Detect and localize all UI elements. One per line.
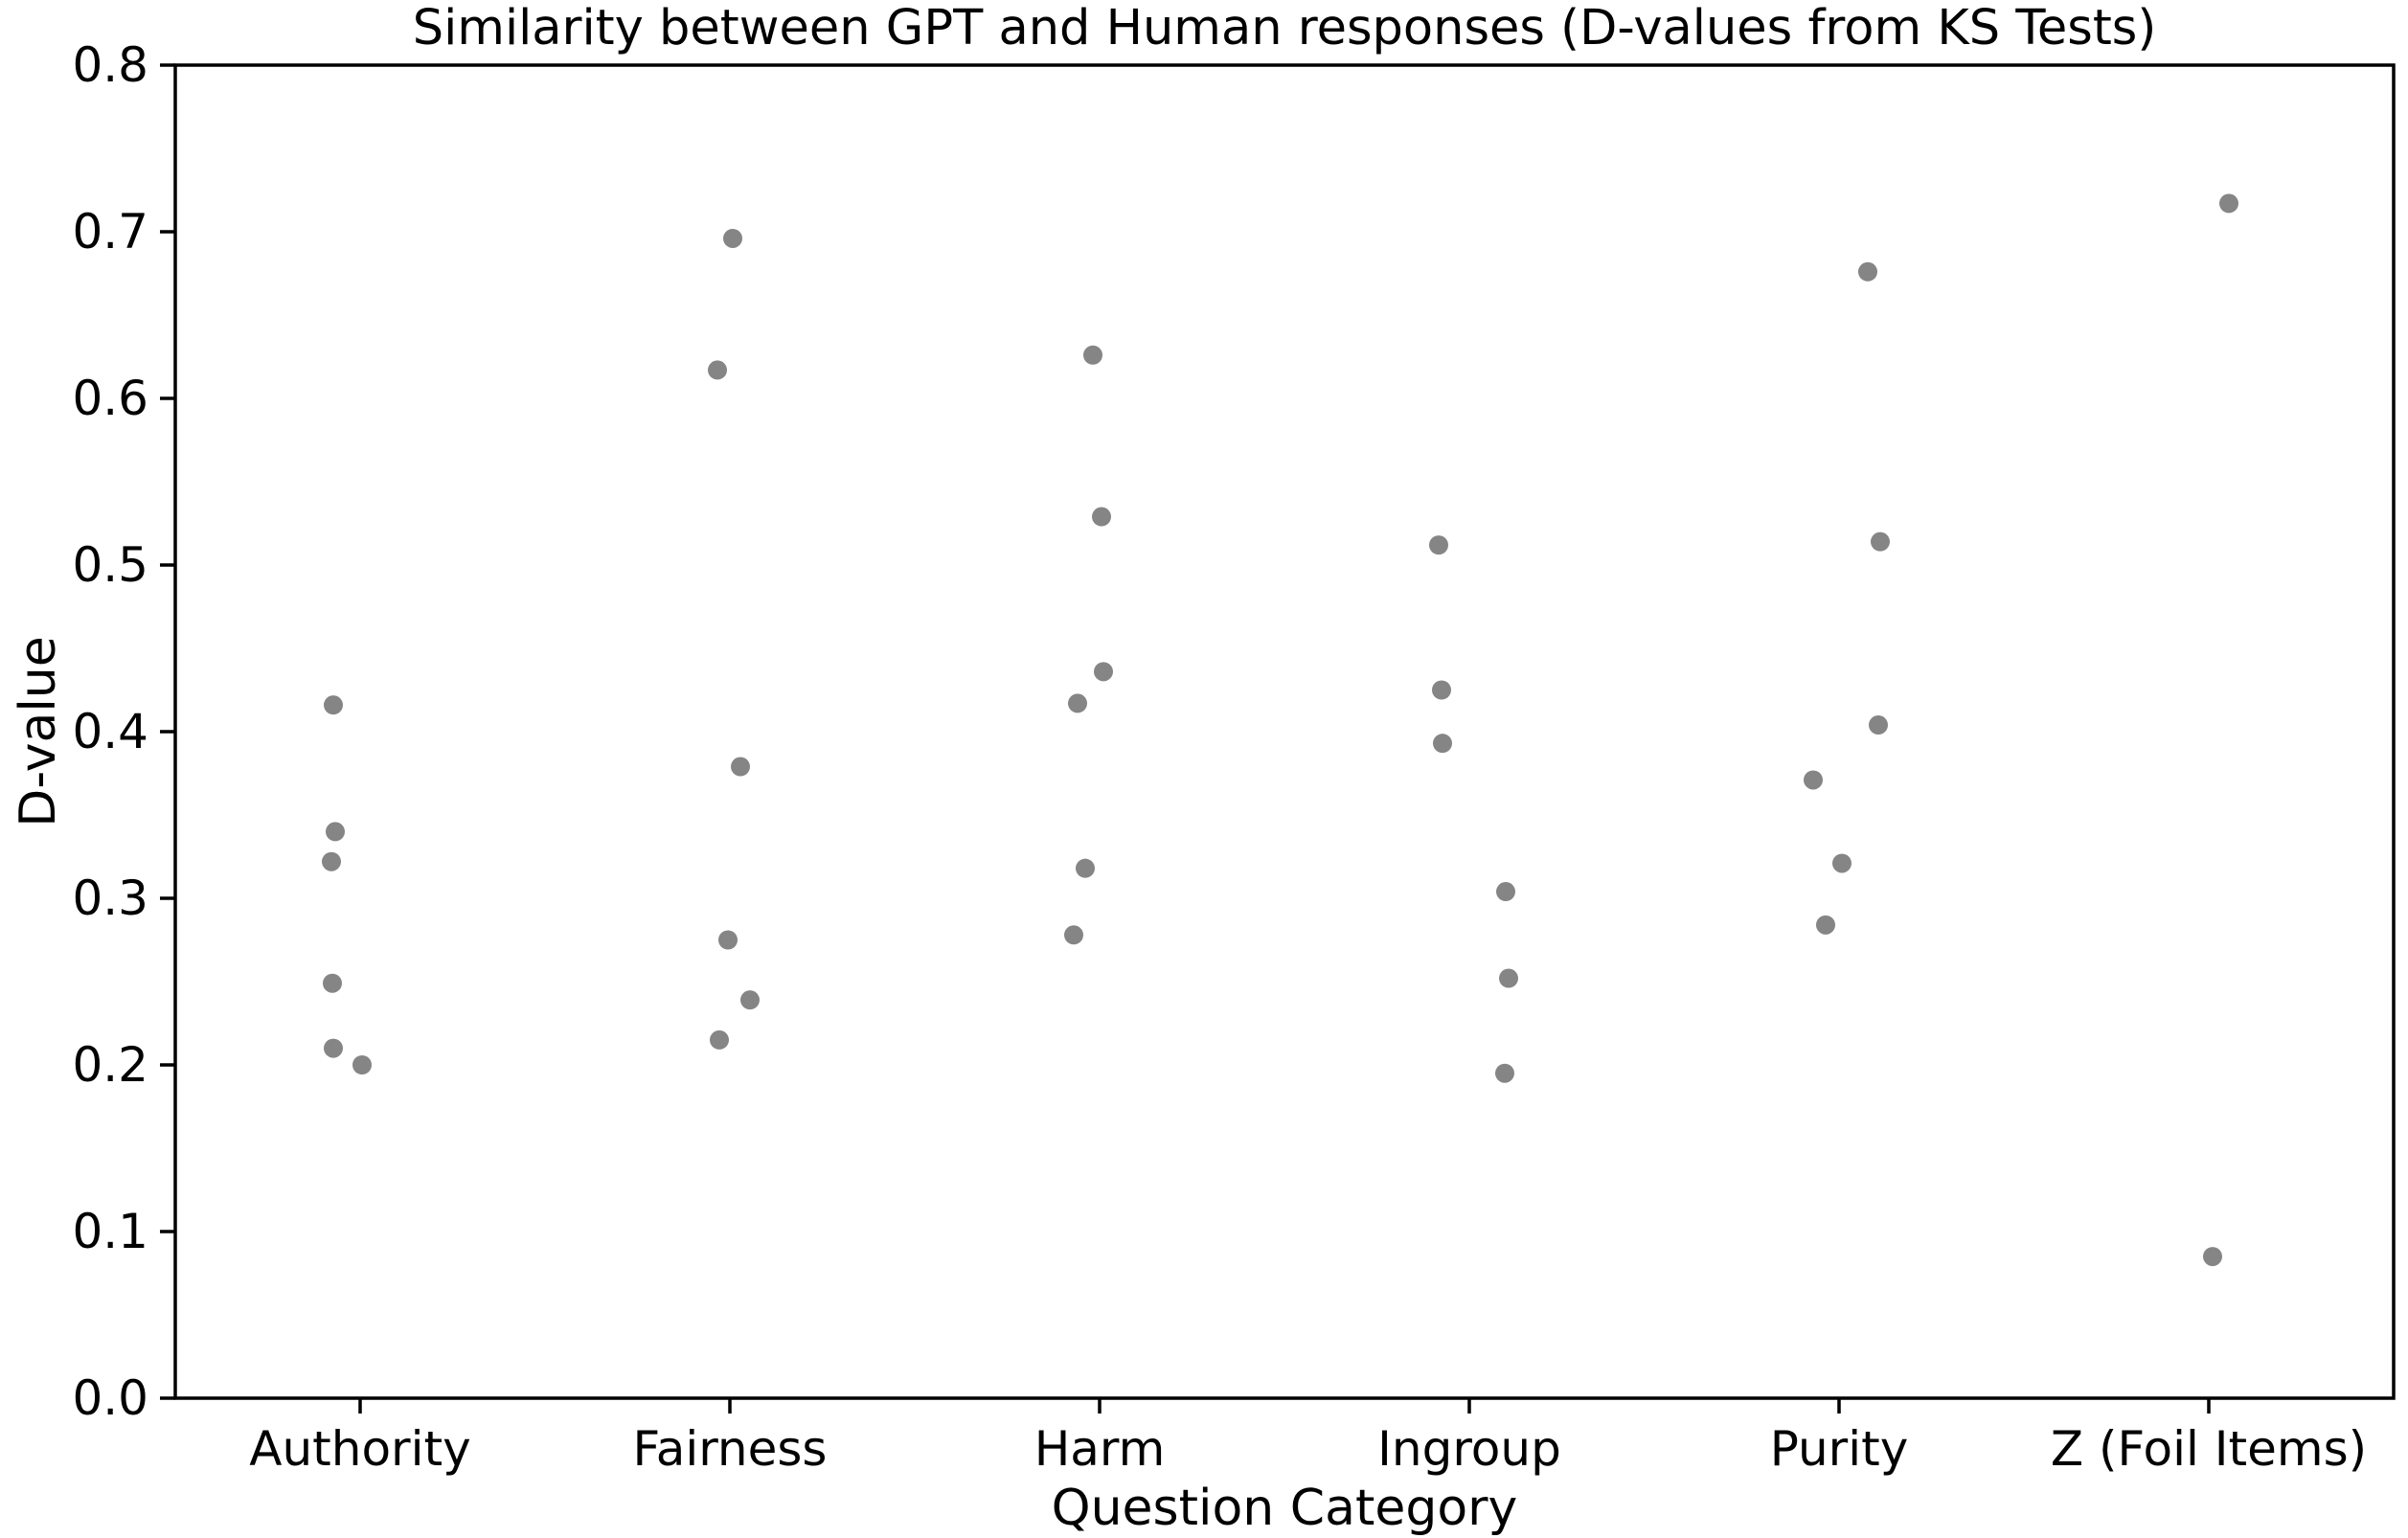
x-tick-label: Fairness [633,1421,828,1477]
data-point [740,990,760,1010]
data-point [2203,1247,2222,1267]
y-tick-label: 0.7 [72,204,148,260]
data-point [1869,715,1888,735]
y-axis-ticks: 0.0 0.1 0.2 0.3 0.4 0.5 0.6 0.7 0.8 [72,37,175,1426]
data-point [324,695,343,715]
data-point [323,973,342,993]
data-point [1083,345,1102,365]
data-point [1499,968,1518,988]
data-point [710,1029,729,1050]
data-point [731,757,750,777]
data-point [1068,693,1087,713]
y-tick-label: 0.4 [72,704,148,759]
y-tick-label: 0.8 [72,37,148,93]
data-point [352,1055,372,1074]
y-tick-label: 0.2 [72,1037,148,1093]
y-tick-label: 0.5 [72,537,148,593]
x-tick-label: Ingroup [1377,1421,1561,1477]
x-tick-label: Authority [249,1421,470,1477]
y-tick-label: 0.0 [72,1370,148,1426]
x-tick-label: Harm [1034,1421,1166,1477]
data-point [1429,535,1448,555]
data-point [322,851,341,871]
data-point [324,1038,343,1058]
x-axis-ticks: Authority Fairness Harm Ingroup Purity Z (Foi… [249,1398,2367,1477]
data-point [1092,507,1111,527]
data-point [1858,261,1877,282]
data-point [1816,915,1835,935]
y-tick-label: 0.3 [72,871,148,926]
data-point [1871,532,1890,552]
data-point [1496,882,1515,902]
data-point [1432,680,1451,700]
data-point [1064,925,1083,945]
data-point [1094,662,1113,682]
x-tick-label: Z (Foil Items) [2051,1421,2367,1477]
y-tick-label: 0.6 [72,371,148,426]
plot-frame [173,63,2396,1400]
y-tick-label: 0.1 [72,1204,148,1259]
data-point [718,930,738,950]
data-point [723,228,742,248]
data-point [326,822,345,842]
data-point [2219,193,2238,214]
data-point [1076,858,1095,878]
chart-title: Similarity between GPT and Human respons… [413,0,2157,57]
data-point [708,360,727,380]
x-axis-label: Question Category [1052,1480,1518,1537]
x-tick-label: Purity [1770,1421,1909,1477]
y-axis-label: D-value [10,636,67,826]
data-point [1832,853,1851,873]
data-point [1495,1063,1514,1083]
data-points [322,193,2238,1267]
data-point [1804,770,1823,790]
data-point [1433,734,1452,754]
